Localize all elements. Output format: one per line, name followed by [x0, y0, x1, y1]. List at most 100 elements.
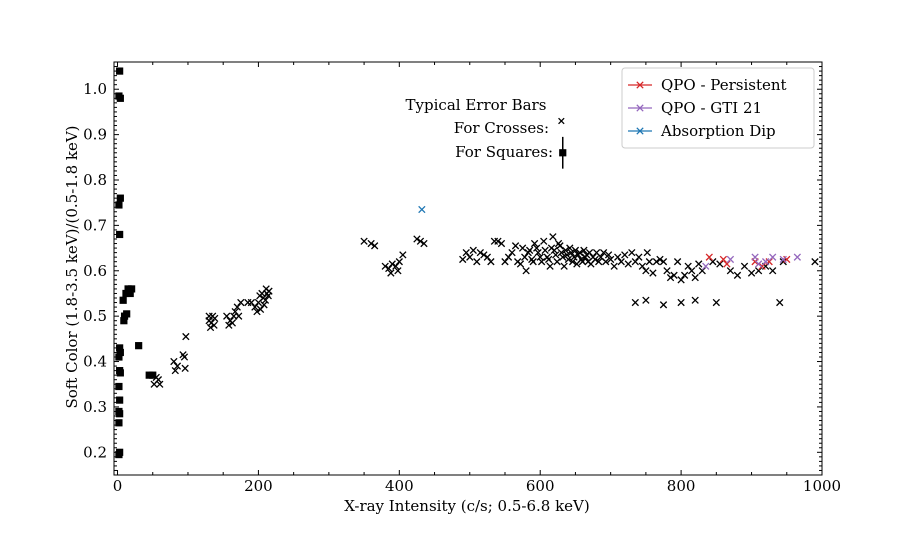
data-point-cross [476, 248, 484, 257]
data-point-cross [156, 380, 164, 388]
legend-marker-icon [636, 81, 644, 89]
data-point-cross [691, 273, 699, 282]
data-point-cross [399, 251, 407, 259]
cross-stroke [546, 262, 554, 270]
cross-stroke [549, 233, 557, 241]
x-tick-label: 400 [385, 477, 414, 495]
cross-stroke [525, 246, 534, 255]
data-point-cross [541, 246, 549, 255]
cross-stroke [173, 362, 182, 370]
data-point-cross [698, 267, 706, 275]
data-point-cross [754, 260, 763, 268]
data-point-cross [237, 298, 245, 307]
data-point-cross [235, 312, 243, 320]
cross-stroke [466, 253, 474, 261]
data-point-cross [631, 298, 639, 307]
cross-stroke [399, 251, 407, 259]
cross-stroke [253, 307, 261, 316]
cross-stroke [673, 258, 682, 266]
data-point-cross [585, 248, 594, 257]
data-layer [115, 67, 819, 459]
data-point-cross [769, 267, 777, 275]
data-point-cross [494, 237, 502, 245]
data-point-cross [564, 255, 573, 264]
cross-stroke [740, 262, 749, 270]
cross-stroke [663, 267, 671, 275]
data-point-cross [747, 269, 756, 277]
data-point-cross [591, 255, 599, 264]
series-crosses [150, 233, 819, 388]
data-point-cross [261, 296, 270, 304]
data-point-cross [761, 258, 770, 266]
data-point-cross [205, 312, 213, 320]
data-point-cross [370, 242, 379, 250]
data-point-cross [262, 285, 270, 293]
data-point-cross [769, 253, 777, 261]
data-point-cross [395, 258, 403, 266]
data-point-cross [540, 237, 548, 245]
cross-stroke [557, 248, 566, 257]
data-point-cross [247, 298, 256, 307]
data-point-cross [595, 258, 603, 266]
cross-stroke [597, 253, 605, 261]
legend: QPO - Persistent QPO - GTI 21 Absorption D… [621, 67, 815, 149]
cross-stroke [688, 267, 696, 275]
cross-stroke [494, 237, 502, 245]
data-point-cross [521, 253, 529, 261]
data-point-cross [260, 301, 268, 309]
data-point-square [122, 289, 130, 298]
cross-stroke [420, 239, 428, 248]
data-point-cross [649, 269, 657, 277]
data-point-cross [360, 237, 368, 245]
cross-stroke [516, 260, 525, 268]
legend-marker-icon [636, 127, 644, 135]
cross-stroke [552, 251, 560, 259]
data-point-cross [677, 276, 685, 284]
cross-stroke [636, 81, 644, 89]
y-tick-label: 0.3 [83, 398, 107, 416]
cross-stroke [561, 246, 570, 255]
cross-stroke [564, 255, 573, 264]
cross-stroke [705, 253, 713, 261]
data-point-cross [688, 267, 696, 275]
cross-stroke [550, 246, 558, 255]
cross-stroke [530, 239, 539, 248]
data-point-cross [709, 258, 717, 266]
data-point-square [115, 382, 123, 391]
cross-stroke [370, 242, 379, 250]
data-point-cross [776, 298, 784, 307]
data-point-cross [716, 260, 724, 268]
data-point-cross [563, 251, 571, 259]
cross-stroke [462, 248, 470, 257]
cross-stroke [228, 319, 237, 327]
data-point-cross [534, 248, 542, 257]
data-point-cross [480, 251, 488, 259]
cross-stroke [617, 258, 625, 266]
cross-stroke [624, 260, 632, 268]
cross-stroke [758, 262, 766, 270]
data-point-cross [642, 296, 650, 304]
y-axis-label: Soft Color (1.8-3.5 keV)/(0.5-1.8 keV) [63, 125, 81, 408]
cross-stroke [231, 307, 239, 316]
cross-stroke [223, 312, 231, 320]
data-point-cross [733, 271, 742, 279]
data-point-cross [223, 312, 231, 320]
cross-stroke [392, 262, 400, 270]
cross-stroke [776, 298, 784, 307]
cross-stroke [501, 258, 509, 266]
cross-stroke [540, 237, 548, 245]
data-point-cross [385, 264, 393, 273]
data-point-cross [416, 237, 425, 245]
cross-stroke [747, 269, 756, 277]
data-point-square [126, 289, 134, 298]
cross-stroke [761, 258, 770, 266]
data-point-cross [231, 307, 239, 316]
y-tick-label: 0.7 [83, 216, 107, 234]
cross-stroke [649, 269, 657, 277]
data-point-cross [561, 246, 570, 255]
cross-stroke [793, 253, 802, 261]
cross-stroke [726, 267, 735, 275]
cross-stroke [559, 253, 567, 261]
data-point-cross [621, 251, 629, 259]
data-point-cross [751, 253, 759, 261]
